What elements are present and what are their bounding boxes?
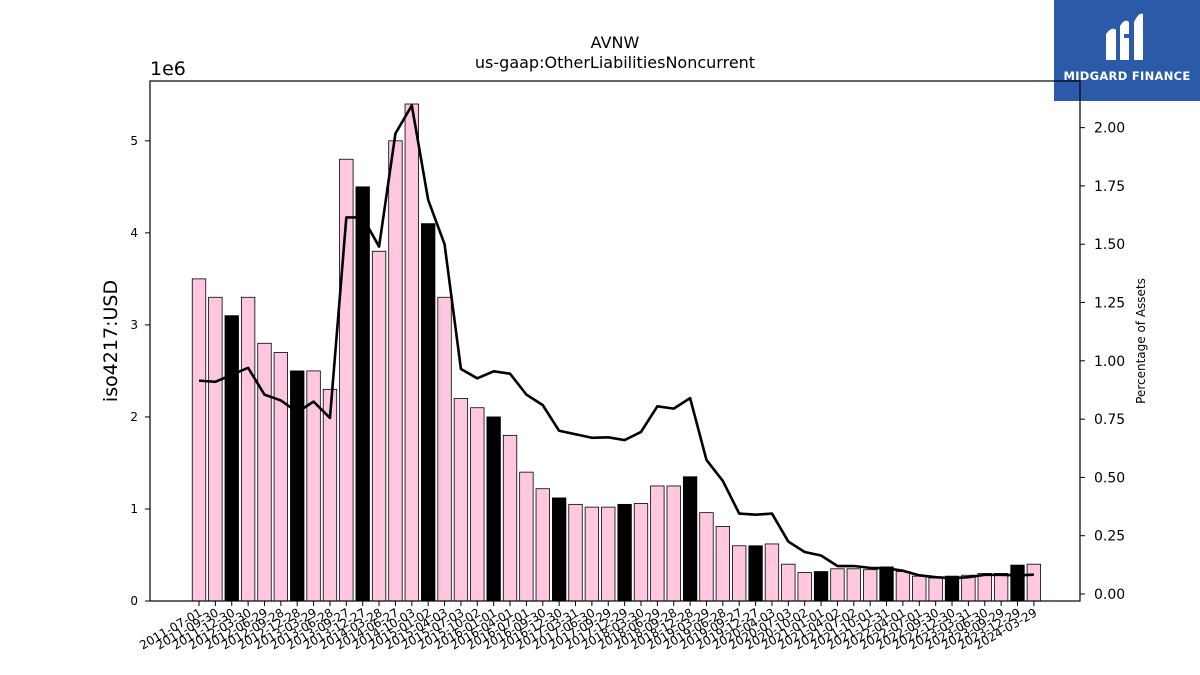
y2-tick-label: 2.00 bbox=[1094, 121, 1125, 137]
bar bbox=[519, 471, 534, 602]
bar bbox=[912, 575, 927, 602]
bar bbox=[486, 416, 501, 602]
bar bbox=[732, 545, 747, 602]
bar bbox=[535, 488, 550, 602]
y2-tick-label: 1.00 bbox=[1094, 354, 1125, 370]
y2-tick-label: 0.00 bbox=[1094, 587, 1125, 603]
bar bbox=[453, 398, 469, 602]
bar bbox=[715, 526, 730, 602]
bar-series bbox=[191, 103, 1042, 602]
y2-axis-label: Percentage of Assets bbox=[1134, 278, 1148, 404]
bar bbox=[650, 485, 665, 602]
bar bbox=[781, 563, 796, 602]
bar bbox=[682, 476, 698, 602]
bar bbox=[290, 370, 305, 602]
percent-line bbox=[198, 104, 1034, 580]
bar bbox=[584, 506, 600, 602]
bar bbox=[699, 512, 714, 602]
bar bbox=[944, 575, 960, 602]
brand-logo: MIDGARD FINANCE bbox=[1054, 0, 1200, 101]
y-tick-label: 4 bbox=[130, 226, 138, 240]
y-tick-label: 2 bbox=[130, 410, 138, 424]
bar bbox=[928, 577, 943, 602]
bar bbox=[273, 352, 289, 602]
axes: 0 1 2 3 4 5 0.00 0.25 0.50 0.75 1.00 1.25 1.50 1.75 2.… bbox=[130, 80, 1125, 652]
brand-name: MIDGARD FINANCE bbox=[1063, 69, 1191, 83]
y-tick-label: 0 bbox=[130, 594, 138, 608]
midgard-logo-icon bbox=[1106, 13, 1143, 61]
bar bbox=[633, 503, 649, 602]
bar bbox=[977, 572, 992, 602]
y2-tick-label: 1.75 bbox=[1094, 179, 1125, 195]
bar bbox=[1026, 563, 1042, 602]
bar bbox=[371, 250, 387, 602]
y-scale-label: 1e6 bbox=[150, 58, 186, 80]
y-tick-label: 1 bbox=[130, 502, 138, 516]
y2-tick-label: 0.75 bbox=[1094, 412, 1125, 428]
bar bbox=[388, 140, 403, 602]
bar bbox=[797, 572, 812, 602]
bar bbox=[551, 497, 567, 602]
y-axis-label: iso4217:USD bbox=[100, 280, 122, 402]
bar bbox=[502, 434, 518, 602]
bar bbox=[764, 543, 780, 602]
bar bbox=[666, 485, 681, 602]
bar bbox=[568, 503, 583, 602]
y2-tick-label: 0.50 bbox=[1094, 470, 1125, 486]
bar bbox=[895, 571, 911, 602]
bar bbox=[208, 296, 223, 602]
bar bbox=[601, 506, 616, 602]
bar bbox=[355, 186, 370, 602]
bar bbox=[1010, 564, 1025, 602]
chart-title: AVNW bbox=[591, 33, 640, 52]
bar bbox=[224, 315, 239, 602]
bar bbox=[961, 574, 976, 602]
bar bbox=[748, 545, 763, 602]
y2-tick-label: 1.50 bbox=[1094, 237, 1125, 253]
bar bbox=[470, 407, 485, 602]
bar bbox=[830, 568, 845, 602]
bar bbox=[322, 388, 338, 602]
y2-tick-label: 1.25 bbox=[1094, 296, 1125, 312]
bar bbox=[617, 503, 632, 602]
bar bbox=[421, 223, 436, 602]
bar bbox=[863, 569, 878, 602]
bar bbox=[813, 571, 829, 602]
bar bbox=[993, 572, 1009, 602]
bar bbox=[437, 296, 452, 602]
bar bbox=[191, 278, 207, 602]
bar bbox=[257, 342, 272, 602]
bar bbox=[846, 568, 861, 602]
bar bbox=[879, 566, 894, 602]
bar bbox=[240, 296, 256, 602]
bar bbox=[404, 103, 419, 602]
y-tick-label: 3 bbox=[130, 318, 138, 332]
chart-subtitle: us-gaap:OtherLiabilitiesNoncurrent bbox=[475, 53, 755, 72]
y-tick-label: 5 bbox=[130, 134, 138, 148]
percent-line-series bbox=[198, 104, 1034, 580]
plot-frame bbox=[149, 80, 1081, 602]
y2-tick-label: 0.25 bbox=[1094, 529, 1125, 545]
